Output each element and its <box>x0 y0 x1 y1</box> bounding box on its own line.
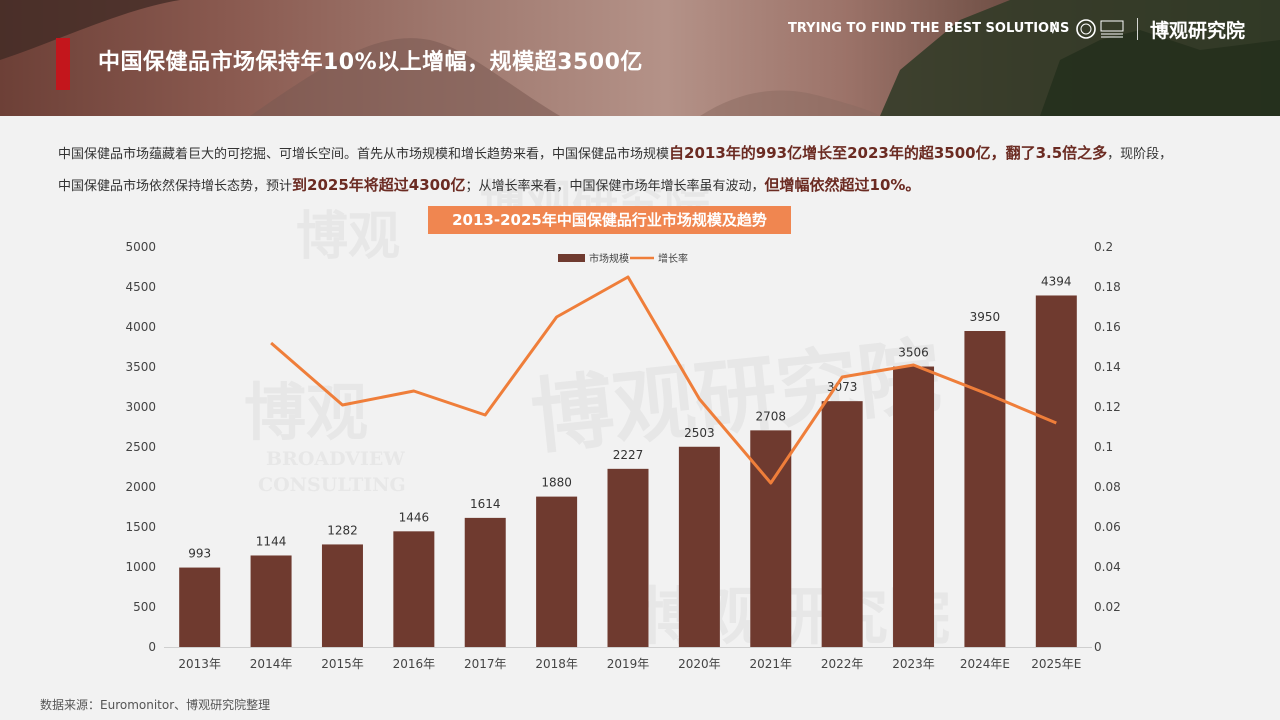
y-tick-label: 5000 <box>125 240 156 254</box>
bar-value-label: 2503 <box>684 426 715 440</box>
intro-text-3: ；从增长率来看，中国保健市场年增长率虽有波动， <box>465 179 765 194</box>
y-tick-label: 3500 <box>125 360 156 374</box>
intro-text-1: 中国保健品市场蕴藏着巨大的可挖掘、可增长空间。首先从市场规模和增长趋势来看，中国… <box>58 147 670 162</box>
chart-title: 2013-2025年中国保健品行业市场规模及趋势 <box>428 206 791 234</box>
y-tick-label: 4500 <box>125 280 156 294</box>
x-tick-label: 2016年 <box>393 657 436 671</box>
bar-value-label: 993 <box>188 547 211 561</box>
data-source: 数据来源：Euromonitor、博观研究院整理 <box>40 698 271 712</box>
y2-tick-label: 0.04 <box>1094 560 1121 574</box>
bar <box>893 366 935 647</box>
y2-tick-label: 0.12 <box>1094 400 1121 414</box>
y2-tick-label: 0 <box>1094 640 1102 654</box>
y2-tick-label: 0.2 <box>1094 240 1113 254</box>
bar <box>607 468 649 647</box>
bar-value-label: 1446 <box>399 510 430 524</box>
tagline: TRYING TO FIND THE BEST SOLUTIONS <box>788 21 1070 36</box>
x-tick-label: 2020年 <box>678 657 721 671</box>
y-tick-label: 4000 <box>125 320 156 334</box>
watermark-en-2: CONSULTING <box>258 474 406 496</box>
bar <box>821 401 863 647</box>
bar-value-label: 4394 <box>1041 274 1072 288</box>
intro-highlight-2: 到2025年将超过4300亿 <box>292 176 466 194</box>
bar-value-label: 1880 <box>541 476 572 490</box>
watermark-cn-small-top: 博观 <box>296 206 401 267</box>
y-tick-label: 2500 <box>125 440 156 454</box>
x-tick-label: 2022年 <box>821 657 864 671</box>
y-tick-label: 2000 <box>125 480 156 494</box>
tagline-slash: / <box>1052 20 1057 36</box>
brand-name: 博观研究院 <box>1150 20 1246 42</box>
x-tick-label: 2018年 <box>535 657 578 671</box>
x-tick-label: 2017年 <box>464 657 507 671</box>
x-tick-label: 2019年 <box>607 657 650 671</box>
legend-label-line: 增长率 <box>658 252 688 265</box>
bar <box>179 567 221 647</box>
bar <box>536 496 578 647</box>
x-tick-label: 2015年 <box>321 657 364 671</box>
bar <box>964 331 1006 647</box>
title-accent-bar <box>56 38 70 90</box>
y-tick-label: 500 <box>133 600 156 614</box>
growth-rate-line <box>270 275 1057 485</box>
legend-label-bar: 市场规模 <box>589 252 629 265</box>
bar-value-label: 1282 <box>327 523 358 537</box>
y-tick-label: 3000 <box>125 400 156 414</box>
x-tick-label: 2025年E <box>1031 657 1081 671</box>
watermark-en-1: BROADVIEW <box>266 448 405 470</box>
y-tick-label: 1500 <box>125 520 156 534</box>
bar <box>250 555 292 647</box>
x-tick-label: 2023年 <box>892 657 935 671</box>
y2-tick-label: 0.06 <box>1094 520 1121 534</box>
bar-value-label: 3950 <box>970 310 1001 324</box>
bar <box>464 517 506 647</box>
bar <box>393 531 435 647</box>
bar-value-label: 1614 <box>470 497 501 511</box>
x-tick-label: 2021年 <box>749 657 792 671</box>
y2-tick-label: 0.08 <box>1094 480 1121 494</box>
header-banner: 中国保健品市场保持年10%以上增幅，规模超3500亿 TRYING TO FIN… <box>0 0 1280 116</box>
bar-value-label: 2708 <box>755 409 786 423</box>
x-tick-label: 2014年 <box>250 657 293 671</box>
page-title: 中国保健品市场保持年10%以上增幅，规模超3500亿 <box>98 50 643 75</box>
y2-tick-label: 0.18 <box>1094 280 1121 294</box>
bar <box>1035 295 1077 647</box>
y2-tick-label: 0.14 <box>1094 360 1121 374</box>
intro-highlight-1: 自2013年的993亿增长至2023年的超3500亿，翻了3.5倍之多 <box>669 144 1108 162</box>
intro-text-2: ，现阶段，中国保健品市场依然保持增长态势，预计 <box>58 147 1173 194</box>
bar-value-label: 3506 <box>898 346 929 360</box>
bar <box>678 446 720 647</box>
x-tick-label: 2013年 <box>178 657 221 671</box>
bar-value-label: 1144 <box>256 534 287 548</box>
x-tick-label: 2024年E <box>960 657 1010 671</box>
intro-highlight-3: 但增幅依然超过10%。 <box>764 176 921 194</box>
watermark-cn-small: 博观 <box>244 376 369 449</box>
logo-divider <box>1137 18 1138 40</box>
legend-swatch-bar <box>558 254 585 262</box>
mountain-backdrop <box>0 0 1280 116</box>
bar-value-label: 2227 <box>613 448 644 462</box>
y2-tick-label: 0.1 <box>1094 440 1113 454</box>
y2-tick-label: 0.16 <box>1094 320 1121 334</box>
y2-tick-label: 0.02 <box>1094 600 1121 614</box>
y-tick-label: 0 <box>148 640 156 654</box>
y-tick-label: 1000 <box>125 560 156 574</box>
broadview-logo-icon <box>1076 19 1124 39</box>
intro-paragraph: 中国保健品市场蕴藏着巨大的可挖掘、可增长空间。首先从市场规模和增长趋势来看，中国… <box>58 138 1178 202</box>
bar <box>321 544 363 647</box>
